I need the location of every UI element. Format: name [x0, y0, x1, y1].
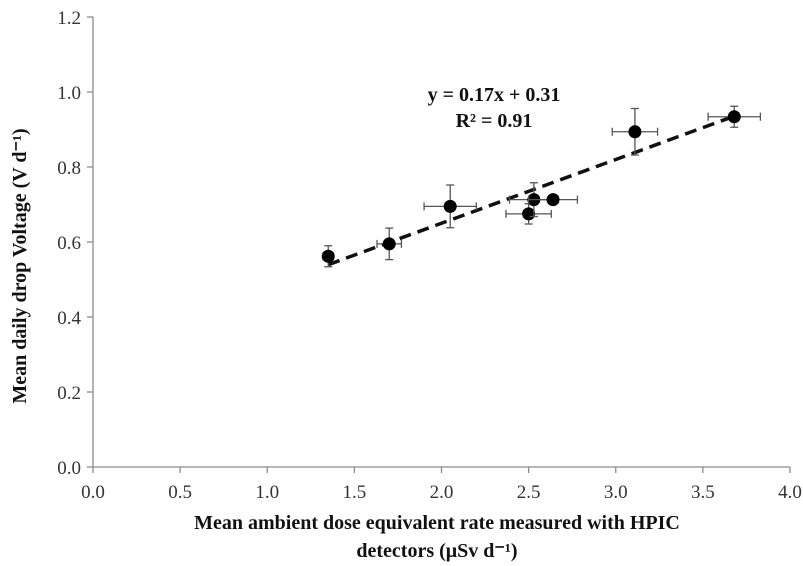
x-tick-label: 0.5: [168, 482, 192, 503]
y-tick-label: 0.2: [57, 383, 81, 404]
x-tick-label: 2.0: [430, 482, 454, 503]
data-point: [321, 249, 335, 263]
data-point: [382, 237, 396, 251]
y-tick-label: 0.8: [57, 158, 81, 179]
equation-annotation: y = 0.17x + 0.31: [428, 84, 561, 106]
x-tick-label: 2.5: [517, 482, 541, 503]
x-axis-title-line2: detectors (μSv d⁻¹): [356, 540, 517, 562]
x-tick-label: 0.0: [81, 482, 105, 503]
x-tick-label: 1.5: [343, 482, 367, 503]
data-point-group: [707, 105, 762, 128]
data-point: [628, 125, 642, 139]
x-tick-label: 3.5: [691, 482, 715, 503]
data-points: [321, 105, 762, 268]
data-point: [443, 199, 457, 213]
x-tick-label: 3.0: [604, 482, 628, 503]
data-point: [522, 207, 536, 221]
trendline: [327, 114, 735, 267]
r-squared-annotation: R² = 0.91: [456, 110, 533, 132]
y-tick-label: 0.6: [57, 233, 81, 254]
data-point-group: [423, 184, 478, 229]
y-tick-label: 1.0: [57, 83, 81, 104]
data-point: [546, 193, 560, 207]
data-point-group: [505, 203, 552, 225]
data-point-group: [527, 193, 579, 207]
y-tick-label: 0.4: [57, 308, 81, 329]
x-tick-label: 1.0: [255, 482, 279, 503]
trendline-group: [327, 114, 735, 267]
x-axis-title-line1: Mean ambient dose equivalent rate measur…: [194, 512, 680, 534]
x-tick-label: 4.0: [778, 482, 802, 503]
data-point-group: [376, 227, 403, 261]
y-tick-label: 0.0: [57, 458, 81, 479]
data-point: [727, 110, 741, 124]
data-point-group: [611, 107, 659, 156]
data-point-group: [321, 245, 335, 268]
y-tick-label: 1.2: [57, 8, 81, 29]
axes: 0.0 0.5 1.0 1.5 2.0 2.5 3.0 3.5 4.0 0.0 0.2 0.4 0.6 0…: [57, 8, 802, 503]
y-axis-title: Mean daily drop Voltage (V d⁻¹): [9, 128, 31, 403]
